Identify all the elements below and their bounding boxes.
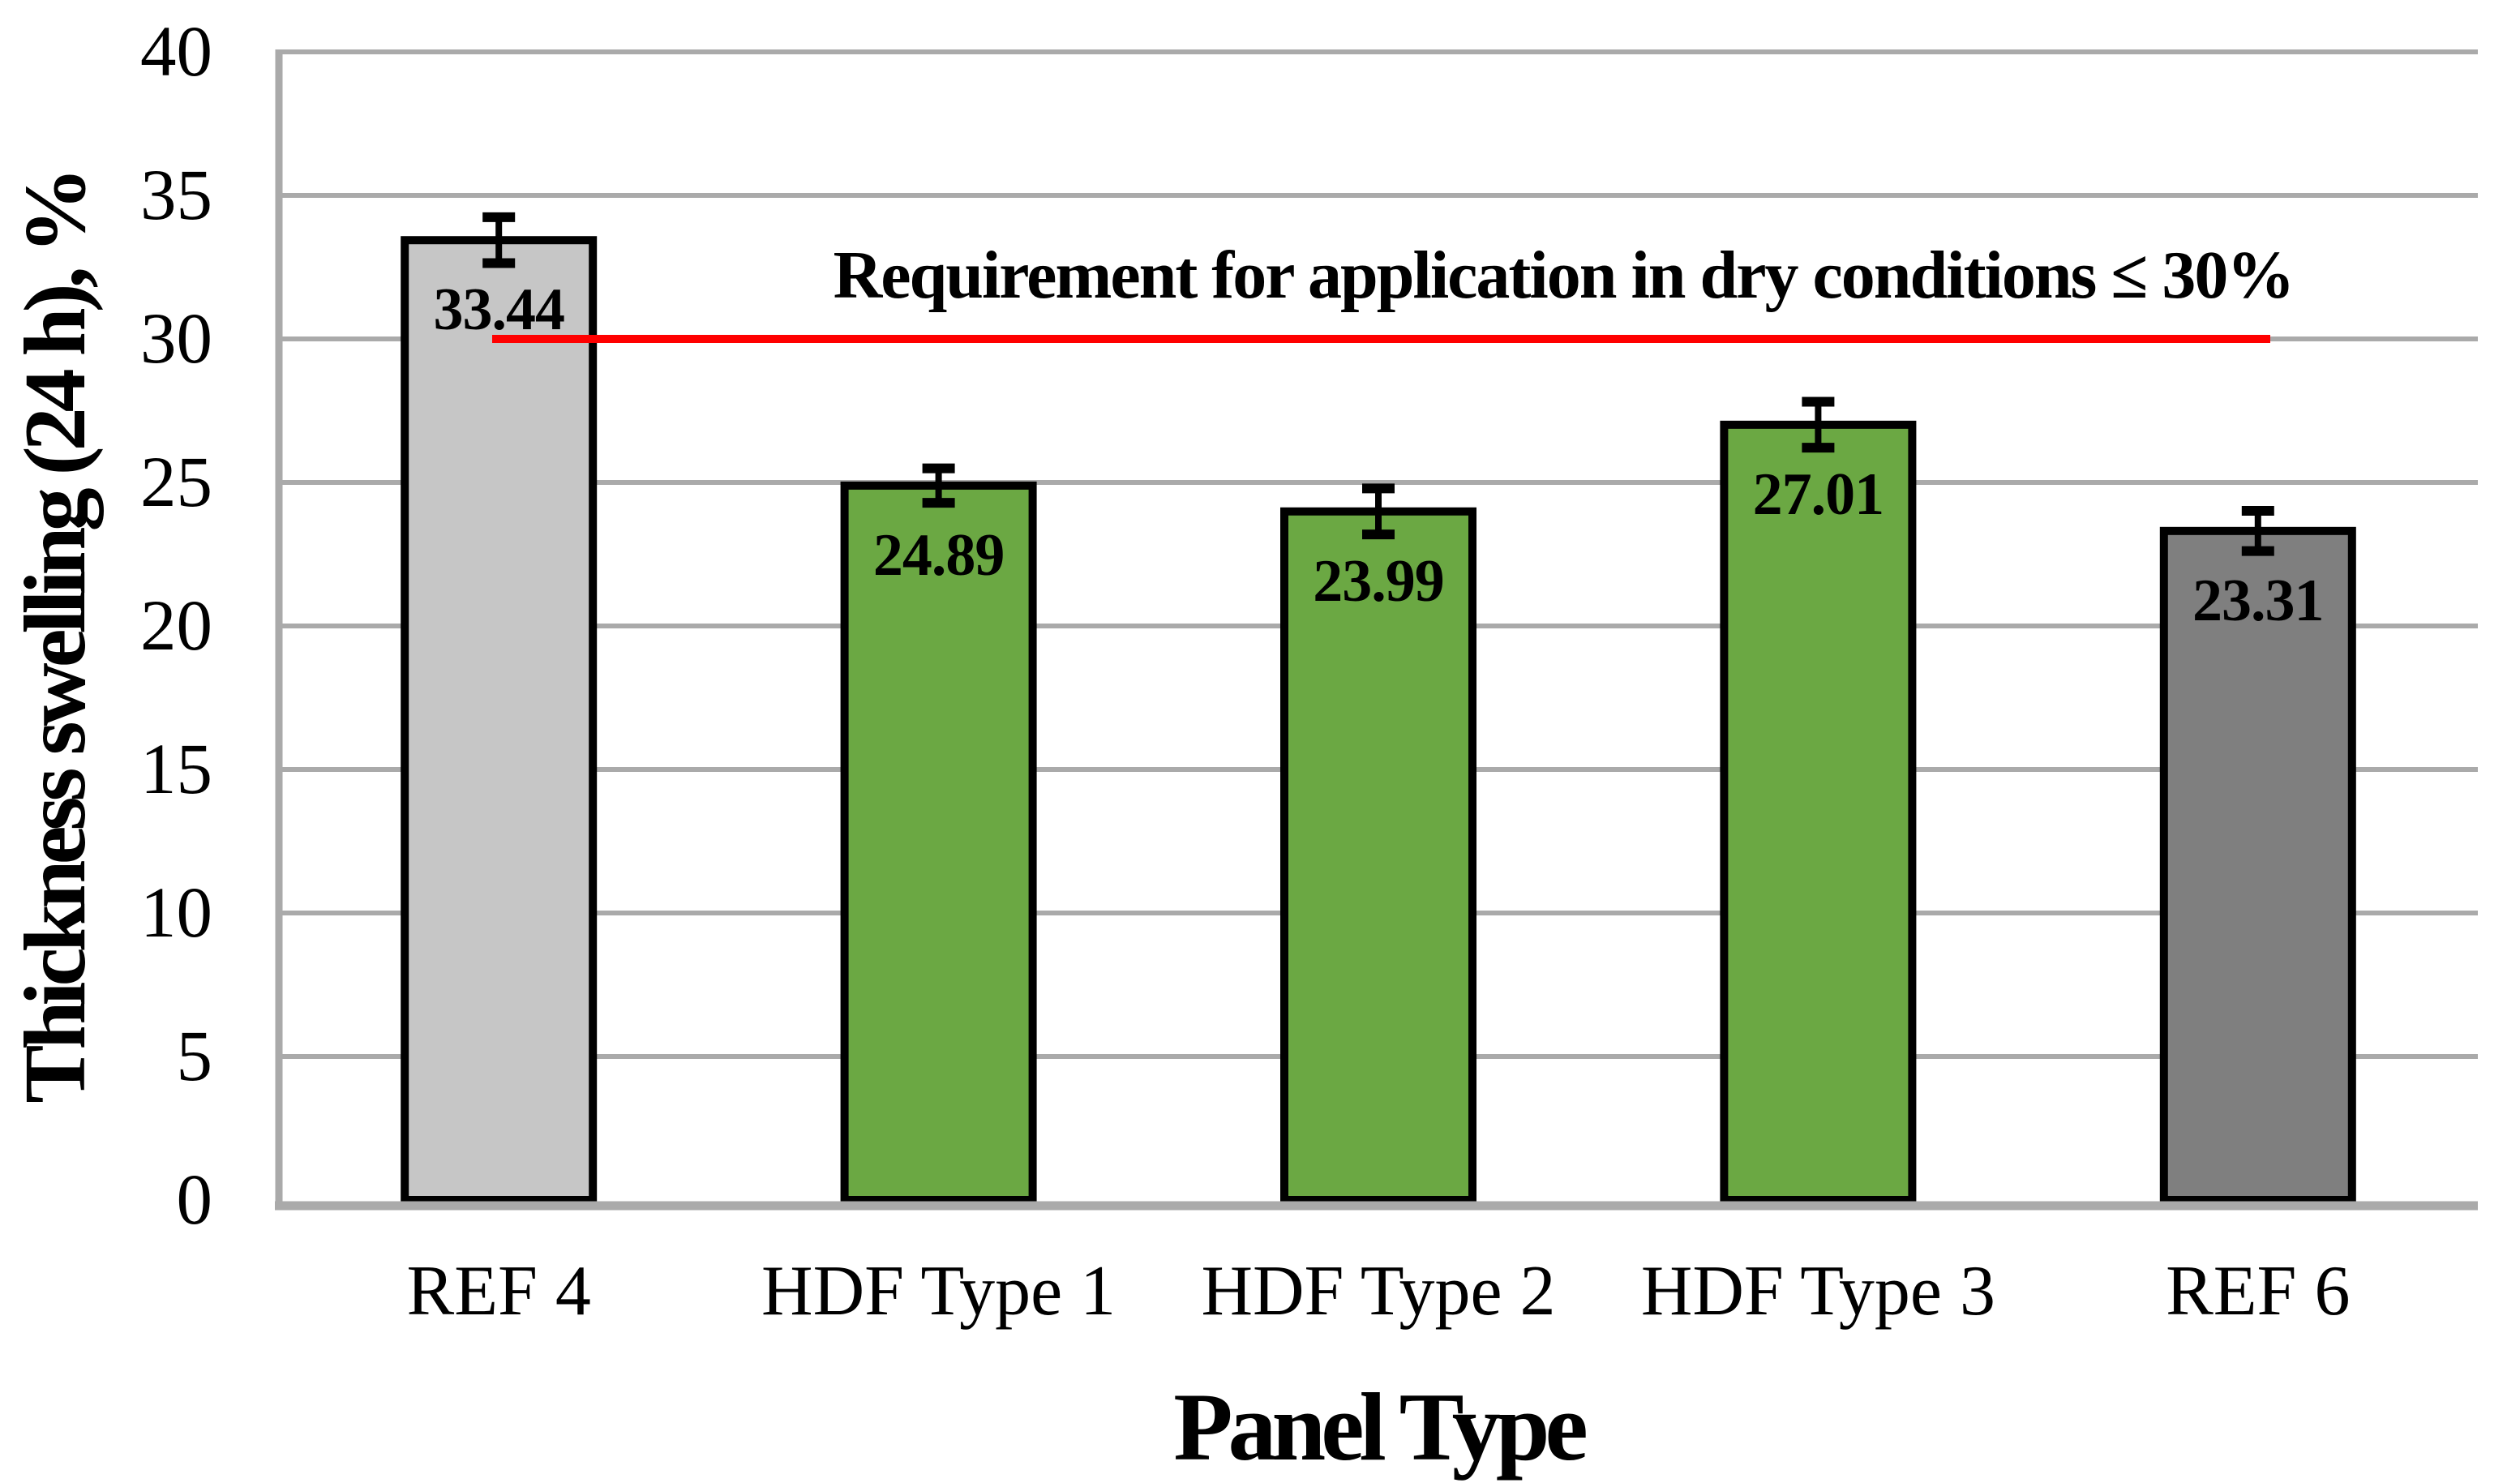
y-tick-label-35: 35 [140,156,212,235]
y-tick-label-25: 25 [140,443,212,522]
x-tick-label-hdf-type-3: HDF Type 3 [1641,1252,1995,1331]
y-tick-label-30: 30 [140,299,212,379]
error-bar-hdf-type-3 [1802,396,1835,453]
bar-value-label-ref-4: 33.44 [433,276,564,343]
bar-ref-6 [2159,526,2356,1204]
y-tick-label-0: 0 [177,1160,213,1240]
error-bar-hdf-type-2 [1362,483,1395,540]
error-bar-hdf-type-1 [922,463,955,508]
y-tick-label-40: 40 [140,12,212,92]
x-tick-label-ref-4: REF 4 [407,1252,591,1331]
y-tick-label-20: 20 [140,586,212,666]
x-tick-label-ref-6: REF 6 [2166,1252,2350,1331]
x-tick-label-hdf-type-1: HDF Type 1 [761,1252,1116,1331]
error-bar-ref-4 [482,212,516,268]
y-tick-label-5: 5 [177,1017,213,1096]
bar-value-label-ref-6: 23.31 [2192,568,2324,634]
x-tick-label-hdf-type-2: HDF Type 2 [1201,1252,1555,1331]
bar-hdf-type-3 [1720,420,1917,1204]
bar-value-label-hdf-type-2: 23.99 [1313,548,1444,615]
y-tick-label-10: 10 [140,873,212,953]
x-axis-title: Panel Type [1173,1373,1586,1481]
requirement-label: Requirement for application in dry condi… [834,238,2294,313]
bar-hdf-type-2 [1280,507,1476,1204]
y-tick-label-15: 15 [140,730,212,809]
y-axis-title: Thickness swelling (24 h), % [7,171,104,1103]
bar-value-label-hdf-type-3: 27.01 [1753,461,1884,528]
error-bar-ref-6 [2241,506,2274,556]
bar-value-label-hdf-type-1: 24.89 [873,522,1005,589]
bar-hdf-type-1 [840,481,1037,1204]
bar-ref-4 [401,236,598,1204]
